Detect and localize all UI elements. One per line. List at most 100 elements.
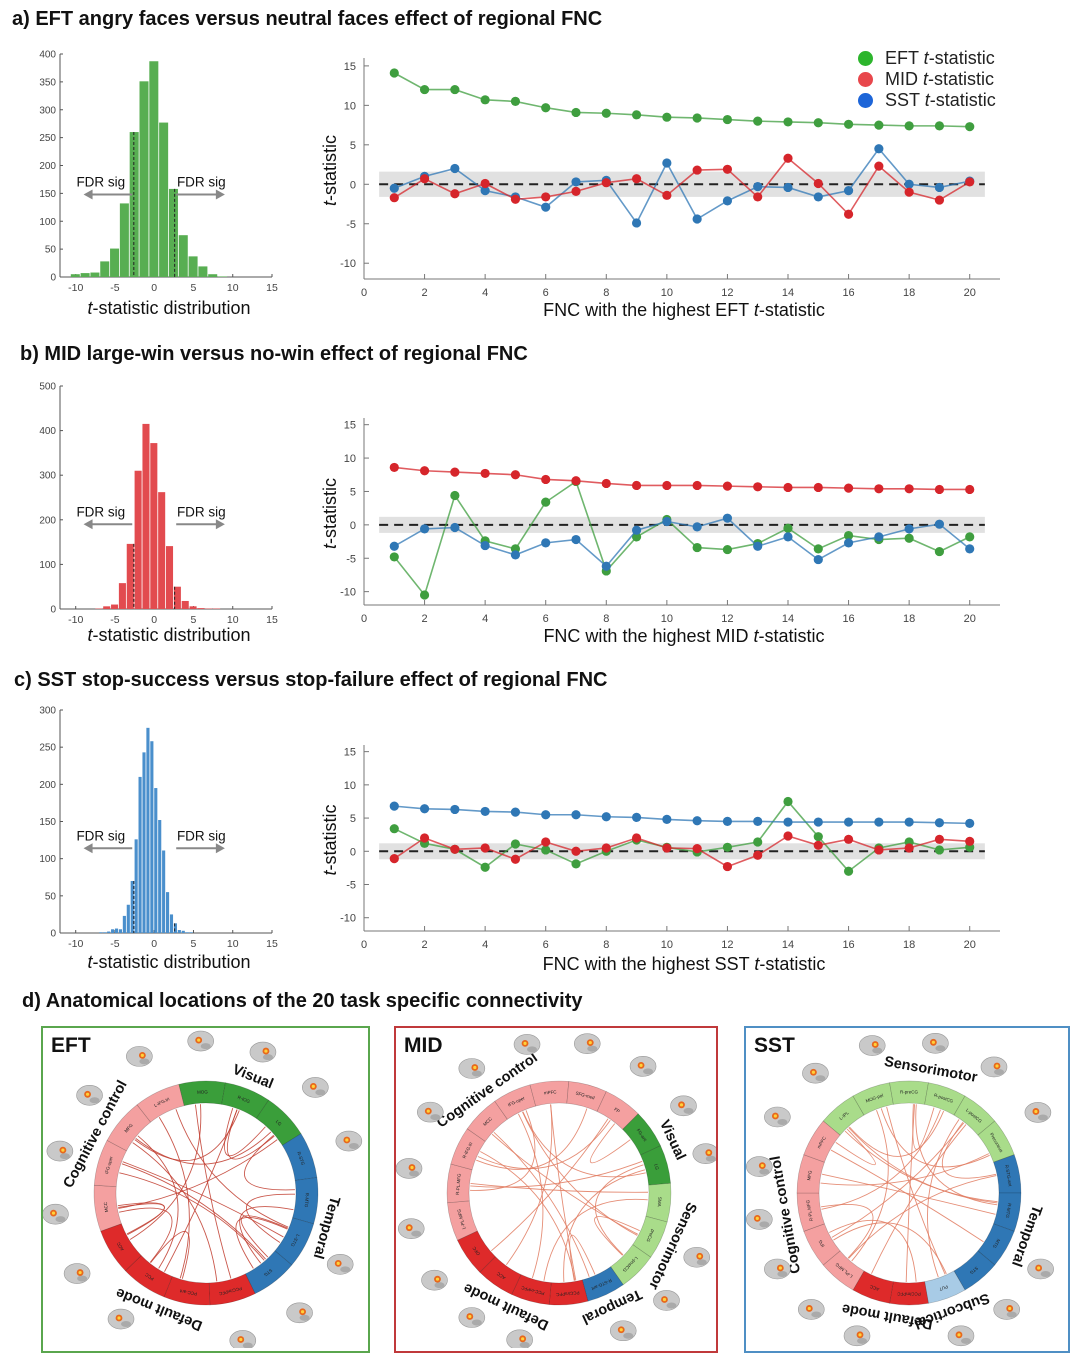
histogram-bar: [114, 928, 119, 933]
histogram-bar: [198, 266, 208, 277]
series-line-eft: [393, 72, 970, 128]
y-tick-label: 0: [350, 520, 356, 532]
data-point-mid: [480, 468, 490, 479]
connectivity-chord: [871, 1124, 967, 1274]
data-point-sst: [692, 522, 702, 532]
series-line-sst: [394, 805, 970, 825]
chord-diagram-eft: MCC IFG-oper MFG L-IFG.tri MOG R-IOG LG R-STG R-…: [43, 1030, 363, 1348]
brain-icon: [1024, 1102, 1052, 1123]
data-point-eft: [450, 490, 460, 501]
ring-node-label: MOG-pol: [865, 1093, 884, 1104]
histogram-bar: [99, 932, 103, 933]
y-tick-label: 15: [344, 747, 356, 759]
histogram-bar: [142, 752, 146, 933]
x-tick-label: -5: [110, 938, 119, 950]
line-chart-line-a: -10 -5 0 5 10 15 0 2 4 6 8 10 12 14 16 18 20 t-statistic F…: [320, 58, 1000, 320]
histogram-bar: [134, 470, 142, 609]
data-point-eft: [965, 122, 975, 132]
connectivity-chord: [543, 1198, 648, 1281]
ring-segment: [457, 1230, 496, 1273]
brain-icon: [286, 1302, 313, 1324]
data-point-eft: [541, 845, 551, 855]
arrow-left-icon: [83, 519, 93, 530]
data-point-sst: [874, 817, 884, 827]
histogram-hist-c: 0 50 100 150 200 250 300 -10 -5 0 5 10 15 FDR sig FDR …: [39, 706, 278, 973]
arrow-left-icon: [83, 843, 93, 854]
data-point-sst: [813, 817, 823, 827]
fdr-sig-label-right: FDR sig: [177, 828, 226, 843]
ring-node-label: L-PL.MFG: [456, 1208, 466, 1230]
data-point-mid: [934, 195, 945, 205]
x-tick-label: 14: [782, 613, 794, 625]
brain-icon: [692, 1143, 716, 1164]
ring-node-label: IFG: [817, 1239, 825, 1248]
histogram-bar: [70, 274, 80, 277]
histogram-bar: [177, 930, 181, 933]
x-tick-label: 6: [543, 613, 549, 625]
connectivity-chord: [194, 1104, 232, 1279]
ring-segment: [924, 1270, 966, 1304]
x-tick-label: 0: [361, 613, 367, 625]
x-tick-label: 12: [721, 613, 733, 625]
histogram-bar: [166, 546, 174, 609]
data-point-mid: [753, 850, 763, 860]
data-point-sst: [389, 801, 399, 811]
data-point-eft: [722, 544, 733, 555]
y-tick-label: 0: [350, 846, 356, 858]
connectivity-chord: [477, 1120, 611, 1170]
data-point-sst: [722, 196, 733, 206]
x-axis-label: FNC with the highest MID t-statistic: [543, 626, 824, 646]
data-point-sst: [904, 179, 914, 189]
ring-segment: [622, 1113, 661, 1156]
x-tick-label: 16: [842, 287, 854, 299]
data-point-mid: [450, 844, 460, 854]
connectivity-chord: [830, 1149, 984, 1243]
data-point-mid: [874, 161, 884, 171]
data-point-sst: [662, 158, 672, 168]
data-point-eft: [753, 116, 763, 126]
histogram-bar: [154, 788, 158, 933]
y-tick-label: 400: [39, 50, 56, 61]
x-tick-label: 2: [422, 613, 428, 625]
connectivity-chord: [491, 1133, 639, 1235]
ring-node-label: PCC-ant: [179, 1288, 198, 1296]
histogram-hist-b: 0 100 200 300 400 500 -10 -5 0 5 10 15 FDR sig FDR si…: [39, 382, 278, 646]
data-point-eft: [904, 533, 914, 543]
data-point-eft: [419, 84, 430, 95]
y-tick-label: 300: [39, 105, 56, 116]
brain-icon: [993, 1299, 1021, 1320]
histogram-bar: [150, 741, 154, 933]
ring-node-label: STG: [968, 1265, 979, 1275]
data-point-mid: [662, 480, 672, 491]
ring-segment: [610, 1244, 652, 1286]
histogram-bar: [169, 914, 174, 933]
y-tick-label: 500: [39, 382, 56, 393]
histogram-bar: [158, 820, 162, 933]
data-point-mid: [480, 843, 490, 853]
connectivity-chord: [844, 1130, 998, 1203]
y-axis-label: t-statistic: [320, 478, 340, 549]
ring-segment: [796, 1154, 825, 1194]
data-point-mid: [813, 840, 823, 850]
connectivity-chord: [886, 1106, 946, 1275]
data-point-sst: [601, 561, 611, 571]
legend-label-eft: EFT t-statistic: [885, 48, 995, 68]
data-point-sst: [904, 817, 914, 827]
data-point-sst: [510, 550, 521, 560]
chord-label-sst: SST: [754, 1034, 795, 1057]
histogram-bar: [185, 932, 189, 933]
data-point-eft: [722, 842, 733, 852]
data-point-sst: [480, 806, 490, 817]
data-point-mid: [631, 174, 642, 184]
y-tick-label: -10: [340, 587, 356, 599]
brain-icon: [513, 1034, 541, 1055]
x-tick-label: -10: [68, 282, 83, 294]
data-point-sst: [934, 519, 945, 529]
line-chart-line-c: -10 -5 0 5 10 15 0 2 4 6 8 10 12 14 16 18 20 t-statistic F…: [320, 745, 1000, 974]
arrow-right-icon: [215, 519, 225, 530]
data-point-eft: [813, 832, 823, 842]
ring-segment: [100, 1223, 142, 1272]
x-tick-label: 15: [266, 614, 278, 626]
data-point-eft: [965, 532, 975, 542]
